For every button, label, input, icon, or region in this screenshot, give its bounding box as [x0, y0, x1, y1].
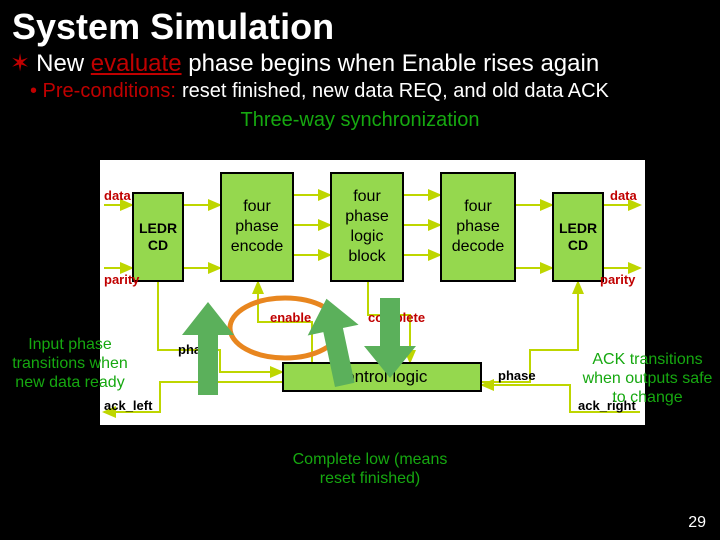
note-ack: ACK transitions when outputs safe to cha…: [580, 350, 715, 408]
note-input-phase: Input phase transitions when new data re…: [10, 335, 130, 393]
label-parity-left: parity: [104, 272, 139, 287]
heading-post: phase begins when Enable rises again: [182, 50, 600, 77]
heading-row: ✶ New evaluate phase begins when Enable …: [0, 50, 720, 78]
diagram: LEDR CD four phase encode four phase log…: [100, 160, 645, 425]
block-logic-label: four phase logic block: [345, 187, 389, 267]
note-complete: Complete low (means reset finished): [280, 450, 460, 488]
page-title: System Simulation: [0, 0, 720, 50]
bullet-star: ✶: [10, 52, 30, 76]
label-phase-right: phase: [498, 368, 536, 383]
block-ledr-right: LEDR CD: [552, 192, 604, 282]
heading-pre: New: [36, 50, 91, 77]
label-enable: enable: [270, 310, 311, 325]
label-data-left: data: [104, 188, 131, 203]
page-number: 29: [688, 514, 706, 532]
block-ledr-left: LEDR CD: [132, 192, 184, 282]
block-control-label: control logic: [337, 366, 428, 387]
precondition-row: • Pre-conditions: reset finished, new da…: [0, 80, 720, 103]
block-control: control logic: [282, 362, 482, 392]
block-encode: four phase encode: [220, 172, 294, 282]
precondition-text: reset finished, new data REQ, and old da…: [182, 80, 609, 103]
block-encode-label: four phase encode: [231, 197, 284, 257]
label-data-right: data: [610, 188, 637, 203]
block-logic: four phase logic block: [330, 172, 404, 282]
precondition-label: • Pre-conditions:: [30, 80, 176, 103]
block-decode: four phase decode: [440, 172, 516, 282]
block-decode-label: four phase decode: [452, 197, 505, 257]
label-phase-left: phase: [178, 342, 216, 357]
label-ack-left: ack_left: [104, 398, 152, 413]
heading-text: New evaluate phase begins when Enable ri…: [36, 50, 599, 78]
evaluate-word: evaluate: [91, 50, 182, 77]
label-complete: complete: [368, 310, 425, 325]
label-parity-right: parity: [600, 272, 635, 287]
block-ledr-right-label: LEDR CD: [559, 220, 597, 255]
threeway-label: Three-way synchronization: [0, 109, 720, 132]
block-ledr-left-label: LEDR CD: [139, 220, 177, 255]
